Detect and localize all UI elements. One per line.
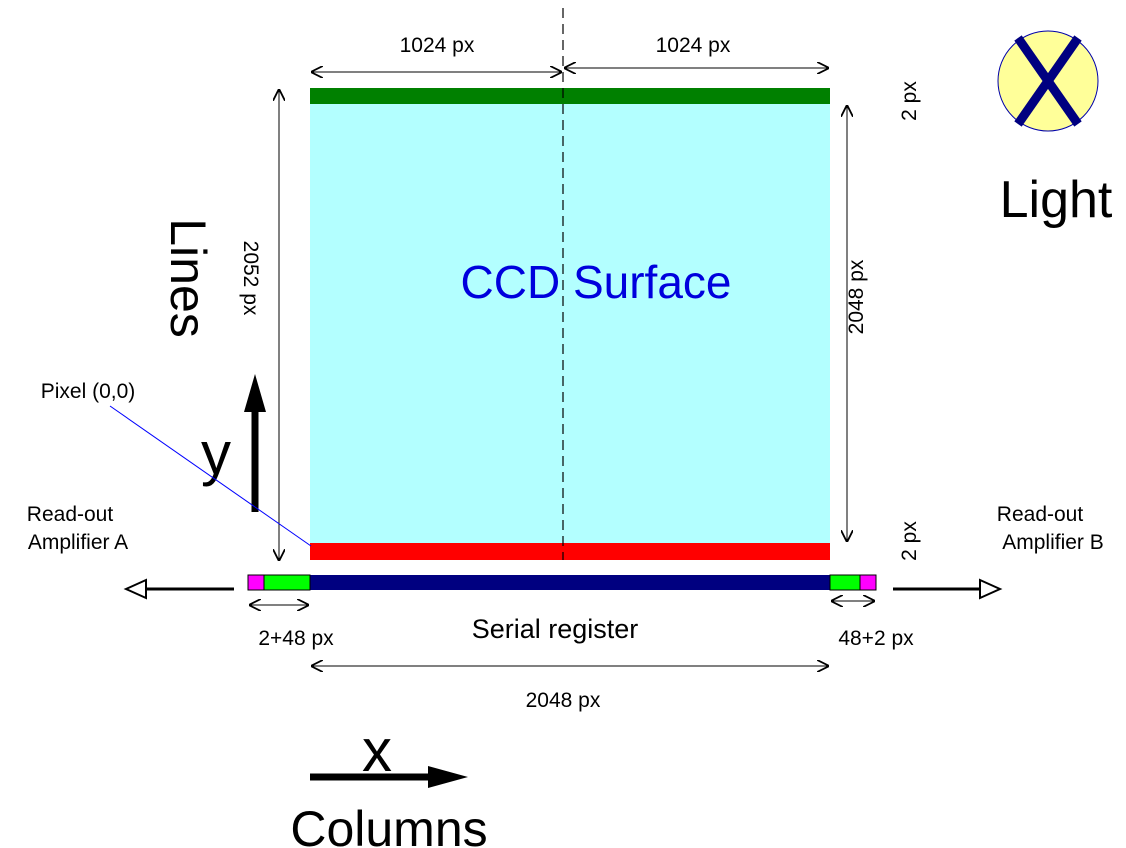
light-cross-icon — [997, 30, 1099, 132]
prescan-a-magenta — [247, 574, 265, 591]
y-axis-arrowhead — [244, 374, 266, 412]
total-lines-label: 2052 px — [239, 241, 262, 316]
top-band-height-label: 2 px — [898, 81, 921, 121]
x-axis-arrowhead — [428, 766, 468, 788]
prescan-a-green — [263, 574, 311, 591]
bottom-band — [310, 543, 830, 560]
amp-b-label-line2: Amplifier B — [1002, 531, 1104, 554]
prescan-b-magenta — [859, 574, 877, 591]
left-prescan-label: 2+48 px — [258, 627, 334, 650]
x-axis-label: x — [362, 717, 392, 784]
ccd-surface — [310, 88, 830, 560]
amp-a-arrowhead — [123, 578, 147, 600]
ccd-surface-label: CCD Surface — [461, 256, 732, 308]
columns-axis-label: Columns — [290, 801, 487, 848]
amp-a-label-line2: Amplifier A — [28, 531, 128, 554]
surface-lines-label: 2048 px — [845, 259, 868, 334]
amp-b-label-line1: Read-out — [997, 503, 1084, 526]
y-axis-label: y — [201, 420, 231, 487]
top-left-width-label: 1024 px — [400, 34, 475, 57]
pixel-origin-pointer — [109, 405, 312, 547]
right-prescan-label: 48+2 px — [838, 627, 914, 650]
register-width-label: 2048 px — [526, 689, 601, 712]
top-band — [310, 88, 830, 104]
serial-register — [310, 575, 830, 590]
lines-axis-label: Lines — [160, 218, 216, 338]
serial-register-label: Serial register — [472, 614, 639, 644]
prescan-b-green — [829, 574, 861, 591]
bottom-band-height-label: 2 px — [898, 521, 921, 561]
amp-a-label-line1: Read-out — [27, 503, 114, 526]
amp-b-arrowhead — [979, 578, 1003, 600]
light-label: Light — [1000, 171, 1113, 229]
pixel-origin-label: Pixel (0,0) — [41, 380, 136, 403]
top-right-width-label: 1024 px — [656, 34, 731, 57]
